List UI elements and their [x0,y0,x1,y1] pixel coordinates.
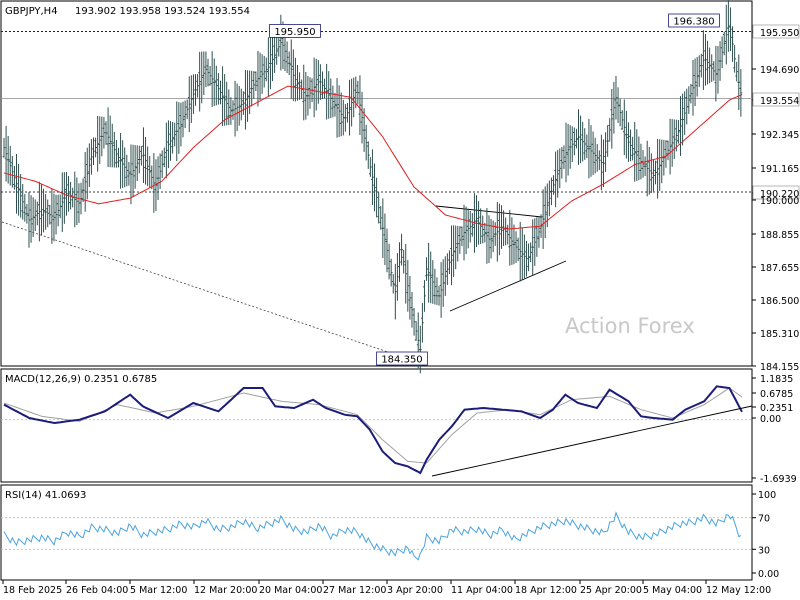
time-tick-label: 26 Feb 04:00 [66,585,128,596]
macd-tick-label: 0.6785 [760,389,793,400]
rsi-title: RSI(14) 41.0693 [5,490,86,501]
rsi-tick-label: 100 [758,490,776,501]
price-tick-label: 184.155 [760,362,799,373]
price-tick-label: 187.655 [760,263,799,274]
time-tick-label: 12 Mar 20:00 [194,585,257,596]
rsi-panel [0,484,753,581]
time-tick-label: 18 Apr 12:00 [515,585,577,596]
price-tick-label: 190.000 [760,196,799,207]
annotation-low: 184.350 [381,355,422,366]
annotation-level-high-box [269,24,321,38]
time-tick-label: 20 Mar 04:00 [259,585,322,596]
macd-title: MACD(12,26,9) 0.2351 0.6785 [5,374,157,385]
macd-tick-label: 1.1835 [760,374,793,385]
rsi-layer [1,511,752,561]
macd-tick-label: -1.6939 [760,474,797,485]
watermark: Action Forex [565,314,695,338]
triangle-upper-line [435,205,543,218]
price-tick-label: 194.690 [760,65,799,76]
annotation-peak: 196.380 [673,17,714,28]
time-tick-label: 11 Apr 04:00 [451,585,513,596]
macd-layer [1,385,753,477]
price-tick-box [752,185,800,200]
price-layer: 195.950 196.380 184.350 [1,0,752,374]
macd-trendline [431,405,753,477]
time-tick-label: 5 May 04:00 [643,585,702,596]
annotation-peak-box [668,13,720,28]
rsi-tick-label: 30 [758,545,770,556]
time-tick-label: 12 May 12:00 [706,585,771,596]
time-tick-label: 18 Feb 2025 [3,585,62,596]
rsi-tick-label: 70 [758,514,770,525]
price-tick-label: 190.220 [760,189,799,200]
triangle-lower-line [449,260,567,312]
rsi-line [3,511,742,561]
macd-tick-label: 0.00 [760,414,781,425]
price-tick-label: 195.950 [760,28,799,39]
price-tick-box [752,92,800,107]
price-tick-label: 193.554 [760,96,799,107]
time-tick-label: 25 Apr 20:00 [580,585,642,596]
price-tick-label: 185.310 [760,329,799,340]
price-tick-label: 186.500 [760,296,799,307]
symbol-title: GBPJPY,H4 [5,6,58,17]
time-tick-label: 5 Mar 12:00 [130,585,187,596]
annotation-level-high: 195.950 [274,27,315,38]
time-tick-label: 27 Mar 12:00 [323,585,386,596]
ohlc-values: 193.902 193.958 193.524 193.554 [75,6,250,17]
price-tick-box [752,24,800,39]
rsi-tick-label: 0.00 [758,569,779,580]
price-tick-label: 191.165 [760,164,799,175]
annotation-low-box [376,351,428,366]
time-tick-label: 3 Apr 20:00 [387,585,443,596]
moving-average-line [3,85,743,230]
macd-tick-label: 0.2351 [760,403,793,414]
macd-panel [0,368,753,483]
axis-layer: 195.950 194.690 193.554 192.345 191.165 190.2… [2,24,800,596]
price-tick-label: 188.855 [760,230,799,241]
macd-signal-line [3,387,743,464]
macd-line [3,385,743,475]
price-tick-label: 192.345 [760,130,799,141]
